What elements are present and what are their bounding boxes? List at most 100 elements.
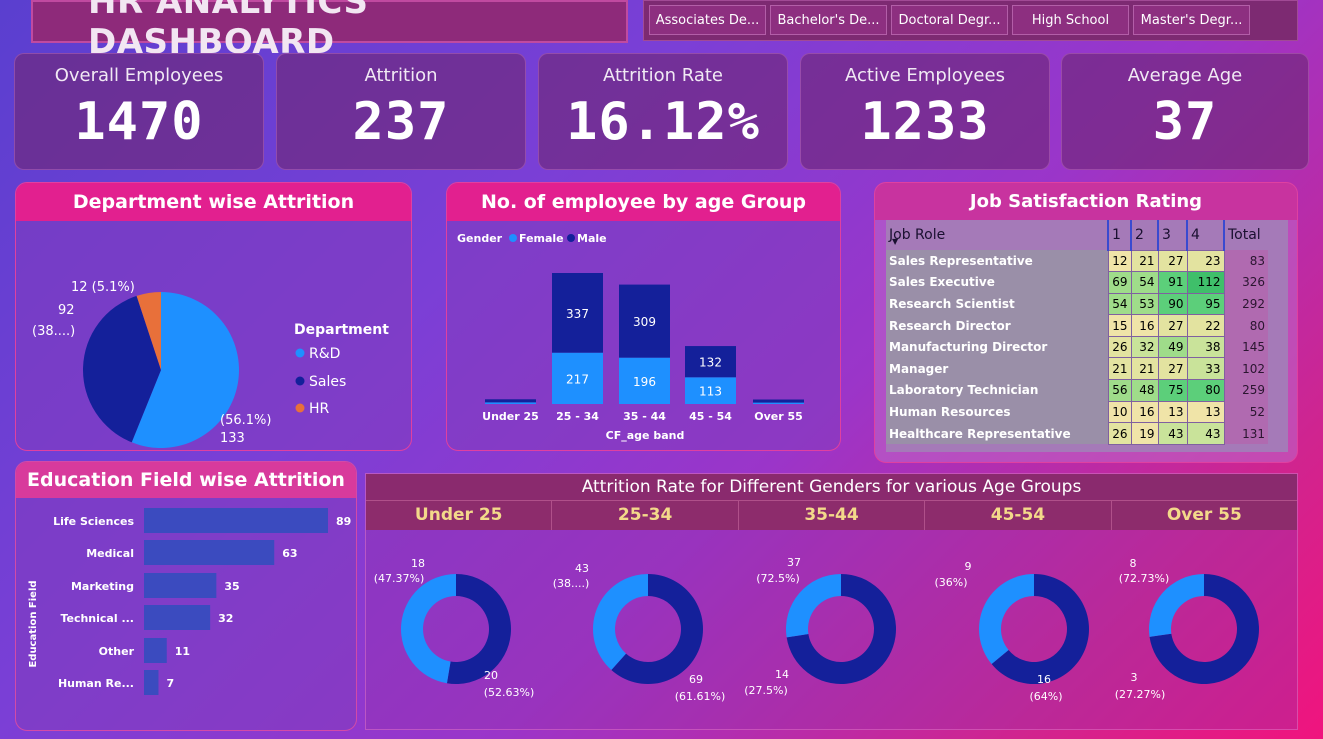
x-tick-label: Under 25 [482,410,539,423]
kpi-value: 16.12% [566,92,760,152]
cell-rating-count: 10 [1107,400,1132,424]
donut-label-female: (27.27%) [1115,688,1166,701]
pie-slice-sales[interactable] [83,295,161,443]
legend-item-rd[interactable]: R&D [309,346,340,362]
donut-slice-female[interactable] [401,574,456,684]
kpi-attrition-rate: Attrition Rate 16.12% [538,53,788,170]
kpi-label: Overall Employees [54,65,224,86]
bar-female[interactable] [753,402,804,404]
legend-item-hr[interactable]: HR [309,401,330,417]
pie-slice-rd[interactable] [131,292,240,448]
bar-education[interactable] [144,540,275,565]
y-tick-label: Technical ... [60,612,134,625]
slicer-high-school[interactable]: High School [1012,5,1129,35]
slicer-associates[interactable]: Associates De... [649,5,766,35]
job-satisfaction-panel: Job Satisfaction Rating Job Role ▼ 1 2 3 … [874,182,1298,463]
kpi-active-employees: Active Employees 1233 [800,53,1050,170]
donut-slice-female[interactable] [786,574,841,638]
kpi-label: Attrition Rate [603,65,723,86]
bar-female[interactable] [685,377,736,404]
donut-slice-male[interactable] [1149,574,1259,684]
bar-male[interactable] [552,273,603,353]
bar-female[interactable] [552,352,603,404]
cell-total: 259 [1224,379,1268,402]
donut-slice-male[interactable] [446,574,511,684]
donut-label-female: (38....) [553,577,590,590]
bar-female[interactable] [485,402,536,404]
donut-label-male: (52.63%) [484,686,535,699]
slicer-doctoral[interactable]: Doctoral Degr... [891,5,1008,35]
bar-female[interactable] [619,357,670,404]
bar-male[interactable] [685,346,736,378]
bar-male[interactable] [485,399,536,403]
data-label: 89 [336,515,351,528]
donut-label-female: 18 [411,557,425,570]
cell-job-role: Laboratory Technician [886,379,1108,402]
cell-rating-count: 27 [1157,249,1188,273]
cell-rating-count: 54 [1107,292,1132,316]
cell-job-role: Research Scientist [886,293,1108,315]
pie-slice-hr[interactable] [136,292,161,370]
donut-slice-male[interactable] [991,574,1089,684]
sort-down-icon[interactable]: ▼ [892,237,899,246]
data-label-female: 196 [633,375,656,389]
donut-slice-male[interactable] [611,574,703,684]
cell-job-role: Healthcare Representative [886,422,1108,445]
donut-label-male: 37 [787,556,801,569]
kpi-overall-employees: Overall Employees 1470 [14,53,264,170]
pie-label-sales-pct: (38....) [32,324,75,339]
bar-education[interactable] [144,670,159,695]
table-row[interactable]: Manager 21 21 27 33 102 [886,357,1268,381]
table-row[interactable]: Laboratory Technician 56 48 75 80 259 [886,379,1268,402]
bar-education[interactable] [144,573,217,598]
table-row[interactable]: Sales Executive 69 54 91 112 326 [886,271,1268,294]
cell-rating-count: 32 [1130,335,1159,359]
column-header-4[interactable]: 4 [1186,220,1224,250]
bar-education[interactable] [144,508,328,533]
cell-total: 145 [1224,336,1268,358]
table-row[interactable]: Research Scientist 54 53 90 95 292 [886,292,1268,316]
bar-education[interactable] [144,638,167,663]
table-row[interactable]: Research Director 15 16 27 22 80 [886,314,1268,337]
data-label: 35 [224,580,239,593]
x-tick-label: Over 55 [754,410,803,423]
cell-rating-count: 27 [1157,357,1188,381]
cell-rating-count: 16 [1130,400,1159,424]
cell-rating-count: 54 [1130,271,1159,294]
job-satisfaction-table: Job Role ▼ 1 2 3 4 Total Sales Representa… [886,220,1268,445]
donut-slice-male[interactable] [786,574,897,684]
cell-total: 292 [1224,293,1268,315]
gender-age-attrition-panel: Attrition Rate for Different Genders for… [365,473,1298,730]
donut-slice-female[interactable] [1149,574,1204,637]
slicer-masters[interactable]: Master's Degr... [1133,5,1250,35]
column-header-total[interactable]: Total [1223,220,1268,250]
panel-title: Education Field wise Attrition [16,462,356,498]
legend-item-female[interactable]: Female [519,232,564,245]
slicer-bachelors[interactable]: Bachelor's De... [770,5,887,35]
column-header-job-role[interactable]: Job Role ▼ [889,227,946,246]
legend-item-sales[interactable]: Sales [309,374,346,390]
cell-rating-count: 48 [1130,379,1159,402]
donut-slice-female[interactable] [593,574,648,671]
donut-slice-female[interactable] [978,574,1034,665]
cell-job-role: Manufacturing Director [886,336,1108,358]
cell-rating-count: 49 [1157,335,1188,359]
table-row[interactable]: Healthcare Representative 26 19 43 43 131 [886,422,1268,445]
age-group-headers: Under 25 25-34 35-44 45-54 Over 55 [366,500,1297,530]
column-header-2[interactable]: 2 [1130,220,1158,250]
column-header-1[interactable]: 1 [1107,220,1131,250]
bar-male[interactable] [753,399,804,403]
cell-total: 83 [1224,250,1268,272]
column-header-3[interactable]: 3 [1157,220,1187,250]
legend-item-male[interactable]: Male [577,232,607,245]
bar-male[interactable] [619,284,670,358]
group-header: Over 55 [1166,505,1242,525]
bar-education[interactable] [144,605,211,630]
legend-swatch-sales [295,376,305,386]
table-row[interactable]: Sales Representative 12 21 27 23 83 [886,249,1268,273]
table-row[interactable]: Human Resources 10 16 13 13 52 [886,400,1268,424]
donut-1 [593,574,703,684]
table-row[interactable]: Manufacturing Director 26 32 49 38 145 [886,335,1268,359]
education-field-panel: Education Field wise Attrition Education… [15,461,357,731]
cell-total: 102 [1224,357,1268,380]
